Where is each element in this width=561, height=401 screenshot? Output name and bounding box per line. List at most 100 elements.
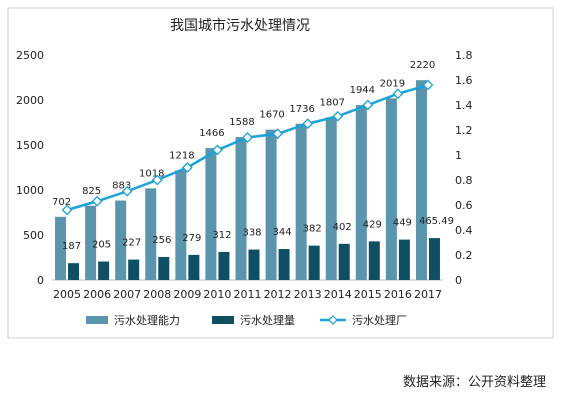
marker-plants-2015 bbox=[362, 99, 374, 111]
marker-plants-2012 bbox=[272, 128, 283, 140]
label-volume-2007: 227 bbox=[122, 238, 141, 249]
bar-capacity-2010 bbox=[205, 148, 217, 280]
bar-volume-2005 bbox=[68, 263, 80, 280]
bar-volume-2015 bbox=[368, 241, 380, 280]
marker-plants-2016 bbox=[392, 88, 404, 100]
label-volume-2013: 382 bbox=[303, 224, 322, 235]
label-capacity-2015: 1944 bbox=[350, 85, 375, 96]
marker-plants-2009 bbox=[181, 162, 193, 173]
label-capacity-2005: 702 bbox=[52, 197, 71, 208]
label-capacity-2010: 1466 bbox=[199, 128, 224, 139]
label-volume-2017: 465.49 bbox=[419, 216, 454, 227]
bar-volume-2009 bbox=[188, 254, 200, 280]
y-right-tick-5: 1 bbox=[455, 149, 462, 162]
legend-label-1: 污水处理量 bbox=[240, 314, 295, 327]
marker-plants-2011 bbox=[242, 132, 253, 143]
x-tick-2008: 2008 bbox=[143, 288, 171, 301]
x-tick-2010: 2010 bbox=[203, 288, 231, 301]
label-volume-2008: 256 bbox=[152, 235, 171, 246]
y-left-tick-0: 0 bbox=[37, 274, 44, 287]
label-volume-2016: 449 bbox=[393, 218, 412, 229]
x-tick-2013: 2013 bbox=[294, 288, 322, 301]
label-capacity-2012: 1670 bbox=[259, 110, 284, 121]
bar-capacity-2009 bbox=[175, 170, 187, 280]
x-tick-2009: 2009 bbox=[173, 288, 201, 301]
bar-volume-2011 bbox=[248, 249, 260, 280]
y-right-tick-3: 0.6 bbox=[455, 199, 473, 212]
y-right-tick-2: 0.4 bbox=[455, 224, 473, 237]
legend-label-0: 污水处理能力 bbox=[114, 313, 180, 327]
legend: 污水处理能力 污水处理量 污水处理厂 bbox=[86, 313, 407, 327]
bar-capacity-2008 bbox=[145, 188, 157, 280]
bar-capacity-2012 bbox=[265, 129, 277, 280]
label-capacity-2007: 883 bbox=[112, 181, 131, 192]
label-capacity-2008: 1018 bbox=[139, 168, 164, 179]
bar-capacity-2006 bbox=[85, 205, 97, 280]
marker-plants-2007 bbox=[121, 185, 133, 197]
marker-plants-2013 bbox=[302, 118, 314, 130]
label-volume-2010: 312 bbox=[212, 230, 231, 241]
y-right-tick-1: 0.2 bbox=[455, 249, 473, 262]
label-capacity-2017: 2220 bbox=[410, 60, 435, 71]
label-capacity-2006: 825 bbox=[82, 186, 101, 197]
legend-swatch-marker bbox=[328, 315, 338, 325]
y-left-tick-3: 1500 bbox=[16, 139, 44, 152]
chart-border bbox=[7, 7, 554, 339]
x-tick-2014: 2014 bbox=[324, 288, 352, 301]
y-right-tick-7: 1.4 bbox=[455, 99, 473, 112]
y-right-tick-6: 1.2 bbox=[455, 124, 473, 137]
x-tick-2011: 2011 bbox=[234, 288, 262, 301]
y-right-tick-8: 1.6 bbox=[455, 74, 473, 87]
label-volume-2011: 338 bbox=[242, 228, 261, 239]
bar-volume-2012 bbox=[278, 249, 290, 280]
label-capacity-2016: 2019 bbox=[380, 78, 405, 89]
y-left-tick-2: 1000 bbox=[16, 184, 44, 197]
x-tick-2007: 2007 bbox=[113, 288, 141, 301]
bar-capacity-2005 bbox=[55, 216, 67, 280]
marker-plants-2006 bbox=[91, 195, 103, 207]
y-right-tick-0: 0 bbox=[455, 274, 462, 287]
label-volume-2005: 187 bbox=[62, 241, 81, 252]
bar-volume-2006 bbox=[98, 261, 110, 280]
y-right-tick-4: 0.8 bbox=[455, 174, 473, 187]
y-left-tick-4: 2000 bbox=[16, 94, 44, 107]
bar-capacity-2013 bbox=[295, 123, 307, 280]
label-capacity-2014: 1807 bbox=[320, 97, 345, 108]
bar-capacity-2011 bbox=[235, 137, 247, 280]
label-volume-2012: 344 bbox=[273, 227, 292, 238]
bar-capacity-2007 bbox=[115, 200, 127, 280]
y-right-tick-9: 1.8 bbox=[455, 49, 473, 62]
label-volume-2009: 279 bbox=[182, 233, 201, 244]
bar-volume-2016 bbox=[398, 239, 410, 280]
bar-capacity-2016 bbox=[385, 98, 397, 280]
label-volume-2015: 429 bbox=[363, 219, 382, 230]
legend-swatch-1 bbox=[212, 316, 234, 324]
x-tick-2015: 2015 bbox=[354, 288, 382, 301]
label-capacity-2009: 1218 bbox=[169, 150, 194, 161]
bar-capacity-2014 bbox=[325, 117, 337, 281]
x-tick-2012: 2012 bbox=[264, 288, 292, 301]
y-left-tick-5: 2500 bbox=[16, 49, 44, 62]
marker-plants-2005 bbox=[61, 204, 73, 216]
bar-volume-2010 bbox=[218, 251, 230, 280]
label-volume-2014: 402 bbox=[333, 222, 352, 233]
y-left-tick-1: 500 bbox=[23, 229, 44, 242]
legend-label-2: 污水处理厂 bbox=[352, 314, 407, 327]
marker-plants-2008 bbox=[151, 174, 163, 186]
plot-area: 0 500 1000 1500 2000 2500 0 0.2 0.4 0.6 0.8 1 1.2 1.4… bbox=[16, 49, 473, 301]
bar-volume-2007 bbox=[128, 259, 140, 280]
label-volume-2006: 205 bbox=[92, 240, 111, 251]
x-tick-2005: 2005 bbox=[53, 288, 81, 301]
marker-plants-2014 bbox=[332, 110, 344, 122]
bar-volume-2017 bbox=[428, 238, 440, 280]
x-tick-2017: 2017 bbox=[414, 288, 442, 301]
x-tick-2006: 2006 bbox=[83, 288, 111, 301]
chart-title: 我国城市污水处理情况 bbox=[170, 17, 310, 34]
bar-capacity-2017 bbox=[415, 80, 427, 280]
x-tick-2016: 2016 bbox=[384, 288, 412, 301]
label-capacity-2013: 1736 bbox=[289, 104, 314, 115]
legend-swatch-0 bbox=[86, 316, 108, 324]
marker-plants-2010 bbox=[212, 144, 223, 156]
label-capacity-2011: 1588 bbox=[229, 117, 254, 128]
